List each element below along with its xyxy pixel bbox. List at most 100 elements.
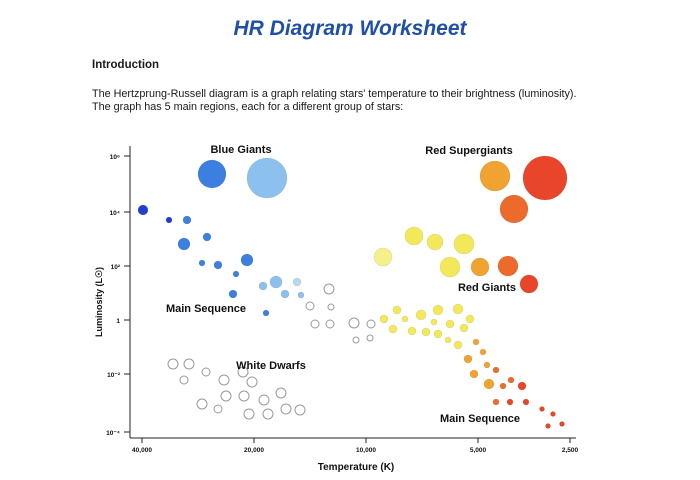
main-sequence-star — [506, 398, 514, 406]
x-tick-label: 5,000 — [470, 447, 487, 454]
main-sequence-star — [280, 289, 290, 299]
main-sequence-star — [459, 323, 469, 333]
main-sequence-star — [213, 260, 223, 270]
blue-giant-star — [197, 159, 227, 189]
red-giant-star — [404, 226, 424, 246]
blue-giant-star — [246, 157, 288, 199]
main-sequence-star — [388, 324, 398, 334]
red-supergiant-star — [522, 155, 568, 201]
region-label-main-sequence-lower: Main Sequence — [440, 413, 520, 425]
main-sequence-star — [305, 301, 315, 311]
main-sequence-star — [366, 319, 376, 329]
white-dwarf-star — [183, 358, 195, 370]
main-sequence-star — [177, 237, 191, 251]
red-supergiant-star — [479, 160, 511, 192]
white-dwarf-star — [213, 404, 223, 414]
x-tick-label: 10,000 — [356, 447, 376, 454]
white-dwarf-star — [201, 367, 211, 377]
region-label-white-dwarfs: White Dwarfs — [236, 360, 306, 372]
main-sequence-star — [469, 369, 479, 379]
main-sequence-star — [232, 270, 240, 278]
main-sequence-star — [492, 398, 500, 406]
main-sequence-star — [348, 317, 360, 329]
main-sequence-star — [444, 336, 452, 344]
red-giant-star — [519, 274, 539, 294]
main-sequence-star — [445, 319, 455, 329]
main-sequence-star — [366, 334, 374, 342]
main-sequence-star — [415, 309, 427, 321]
main-sequence-star — [452, 303, 464, 315]
x-tick-label: 40,000 — [132, 447, 152, 454]
main-sequence-star — [228, 289, 238, 299]
main-sequence-star — [465, 314, 475, 324]
intro-line-2: The graph has 5 main regions, each for a… — [92, 101, 404, 113]
white-dwarf-star — [262, 408, 274, 420]
white-dwarf-star — [243, 408, 255, 420]
main-sequence-star — [433, 329, 443, 339]
x-tick-label: 2,500 — [562, 447, 579, 454]
main-sequence-star — [240, 253, 254, 267]
y-tick-label: 10² — [111, 264, 121, 271]
red-giant-star — [373, 247, 393, 267]
star-layer — [137, 155, 568, 429]
hr-diagram-chart: 10⁶ 10⁴ 10² 1 10⁻² 10⁻⁴ 40,000 20,000 10,000 5,0… — [94, 144, 579, 473]
main-sequence-star — [325, 319, 335, 329]
red-giant-star — [426, 233, 444, 251]
main-sequence-star — [269, 275, 283, 289]
white-dwarf-star — [196, 398, 208, 410]
main-sequence-star — [453, 340, 463, 350]
white-dwarf-star — [238, 390, 250, 402]
main-sequence-star — [559, 421, 565, 427]
white-dwarf-star — [167, 358, 179, 370]
main-sequence-star — [379, 314, 389, 324]
main-sequence-star — [327, 303, 335, 311]
main-sequence-star — [517, 381, 527, 391]
main-sequence-star — [479, 348, 487, 356]
main-sequence-star — [483, 378, 495, 390]
red-giant-star — [453, 233, 475, 255]
main-sequence-star — [421, 327, 431, 337]
x-axis-label: Temperature (K) — [318, 462, 395, 473]
white-dwarf-star — [275, 387, 287, 399]
main-sequence-star — [507, 376, 515, 384]
white-dwarf-star — [218, 374, 230, 386]
chart-axes — [129, 146, 576, 439]
y-tick-label: 10⁻² — [107, 372, 121, 379]
main-sequence-star — [472, 338, 480, 346]
section-heading-introduction: Introduction — [92, 59, 160, 71]
white-dwarf-star — [246, 376, 258, 388]
y-tick-layer: 10⁶ 10⁴ 10² 1 10⁻² 10⁻⁴ — [106, 154, 130, 437]
main-sequence-star — [463, 354, 473, 364]
y-axis-label: Luminosity (L☉) — [94, 267, 104, 337]
main-sequence-star — [352, 336, 360, 344]
main-sequence-star — [492, 366, 500, 374]
white-dwarf-star — [294, 404, 306, 416]
main-sequence-star — [165, 216, 173, 224]
main-sequence-star — [401, 315, 409, 323]
y-tick-label: 10⁻⁴ — [106, 430, 120, 437]
x-tick-layer: 40,000 20,000 10,000 5,000 2,500 — [132, 438, 579, 454]
red-giant-star — [470, 257, 490, 277]
main-sequence-star — [545, 423, 551, 429]
main-sequence-star — [499, 382, 507, 390]
main-sequence-star — [182, 215, 192, 225]
region-label-main-sequence-upper: Main Sequence — [166, 303, 246, 315]
main-sequence-star — [297, 291, 305, 299]
intro-paragraph: The Hertzprung-Russell diagram is a grap… — [92, 88, 632, 114]
main-sequence-star — [430, 318, 438, 326]
main-sequence-star — [262, 309, 270, 317]
main-sequence-star — [483, 361, 491, 369]
region-label-blue-giants: Blue Giants — [210, 144, 271, 156]
y-tick-label: 1 — [116, 318, 120, 325]
main-sequence-star — [202, 232, 212, 242]
main-sequence-star — [539, 406, 545, 412]
y-tick-label: 10⁴ — [110, 210, 120, 217]
red-giant-star — [497, 255, 519, 277]
white-dwarf-star — [280, 403, 292, 415]
worksheet-title: HR Diagram Worksheet — [233, 17, 467, 40]
white-dwarf-star — [237, 366, 249, 378]
y-tick-label: 10⁶ — [110, 154, 120, 161]
main-sequence-star — [198, 259, 206, 267]
white-dwarf-star — [179, 375, 189, 385]
x-tick-label: 20,000 — [244, 447, 264, 454]
